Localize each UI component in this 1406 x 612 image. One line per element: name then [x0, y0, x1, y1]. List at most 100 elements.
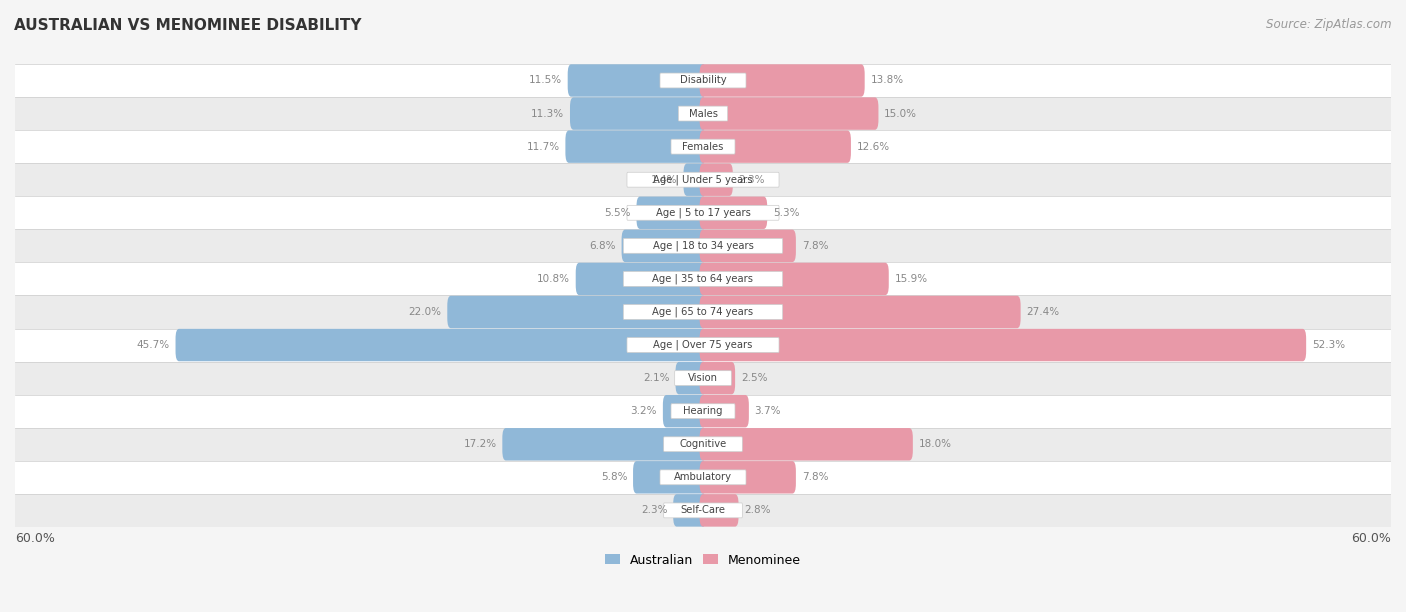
FancyBboxPatch shape: [700, 196, 768, 229]
Text: 45.7%: 45.7%: [136, 340, 170, 350]
FancyBboxPatch shape: [683, 163, 706, 196]
FancyBboxPatch shape: [575, 263, 706, 295]
Text: 2.3%: 2.3%: [738, 174, 765, 185]
FancyBboxPatch shape: [700, 64, 865, 97]
FancyBboxPatch shape: [568, 64, 706, 97]
Bar: [15, 230, 1391, 263]
Text: 5.3%: 5.3%: [773, 207, 800, 218]
Text: Age | 18 to 34 years: Age | 18 to 34 years: [652, 241, 754, 251]
Bar: [15, 329, 1391, 362]
FancyBboxPatch shape: [623, 239, 783, 253]
Text: 6.8%: 6.8%: [589, 241, 616, 251]
FancyBboxPatch shape: [569, 97, 706, 130]
FancyBboxPatch shape: [700, 130, 851, 163]
FancyBboxPatch shape: [700, 97, 879, 130]
FancyBboxPatch shape: [700, 263, 889, 295]
Text: 22.0%: 22.0%: [409, 307, 441, 317]
FancyBboxPatch shape: [621, 230, 706, 262]
Text: 17.2%: 17.2%: [464, 439, 496, 449]
Bar: [15, 130, 1391, 163]
FancyBboxPatch shape: [673, 494, 706, 526]
FancyBboxPatch shape: [502, 428, 706, 460]
FancyBboxPatch shape: [671, 404, 735, 419]
Bar: [15, 296, 1391, 329]
Text: Age | 5 to 17 years: Age | 5 to 17 years: [655, 207, 751, 218]
Bar: [15, 494, 1391, 527]
Text: AUSTRALIAN VS MENOMINEE DISABILITY: AUSTRALIAN VS MENOMINEE DISABILITY: [14, 18, 361, 34]
Text: Age | Over 75 years: Age | Over 75 years: [654, 340, 752, 350]
Text: Hearing: Hearing: [683, 406, 723, 416]
FancyBboxPatch shape: [623, 305, 783, 319]
Text: 7.8%: 7.8%: [801, 472, 828, 482]
Text: 11.3%: 11.3%: [531, 108, 564, 119]
Text: 3.7%: 3.7%: [755, 406, 782, 416]
FancyBboxPatch shape: [662, 395, 706, 427]
Text: 1.4%: 1.4%: [651, 174, 678, 185]
FancyBboxPatch shape: [675, 362, 706, 394]
Text: 27.4%: 27.4%: [1026, 307, 1060, 317]
Text: 7.8%: 7.8%: [801, 241, 828, 251]
Bar: [15, 97, 1391, 130]
FancyBboxPatch shape: [700, 296, 1021, 328]
Text: 5.5%: 5.5%: [605, 207, 631, 218]
FancyBboxPatch shape: [565, 130, 706, 163]
FancyBboxPatch shape: [623, 272, 783, 286]
FancyBboxPatch shape: [700, 163, 733, 196]
Text: Age | Under 5 years: Age | Under 5 years: [654, 174, 752, 185]
Text: Cognitive: Cognitive: [679, 439, 727, 449]
FancyBboxPatch shape: [176, 329, 706, 361]
Text: 60.0%: 60.0%: [1351, 532, 1391, 545]
Text: 11.5%: 11.5%: [529, 75, 562, 86]
Bar: [15, 461, 1391, 494]
Text: Males: Males: [689, 108, 717, 119]
Text: 52.3%: 52.3%: [1312, 340, 1346, 350]
Text: 3.2%: 3.2%: [631, 406, 657, 416]
FancyBboxPatch shape: [627, 206, 779, 220]
Text: 15.9%: 15.9%: [894, 274, 928, 284]
Text: Self-Care: Self-Care: [681, 506, 725, 515]
Text: 5.8%: 5.8%: [600, 472, 627, 482]
FancyBboxPatch shape: [700, 230, 796, 262]
Text: 2.8%: 2.8%: [744, 506, 770, 515]
FancyBboxPatch shape: [637, 196, 706, 229]
Text: 2.3%: 2.3%: [641, 506, 668, 515]
FancyBboxPatch shape: [664, 437, 742, 452]
Bar: [15, 362, 1391, 395]
FancyBboxPatch shape: [664, 503, 742, 518]
FancyBboxPatch shape: [700, 362, 735, 394]
Text: 2.5%: 2.5%: [741, 373, 768, 383]
FancyBboxPatch shape: [447, 296, 706, 328]
FancyBboxPatch shape: [700, 428, 912, 460]
FancyBboxPatch shape: [700, 395, 749, 427]
Text: 11.7%: 11.7%: [526, 141, 560, 152]
FancyBboxPatch shape: [678, 106, 728, 121]
FancyBboxPatch shape: [700, 494, 738, 526]
FancyBboxPatch shape: [659, 470, 747, 485]
Legend: Australian, Menominee: Australian, Menominee: [600, 548, 806, 572]
Text: 60.0%: 60.0%: [15, 532, 55, 545]
FancyBboxPatch shape: [659, 73, 747, 88]
Text: 13.8%: 13.8%: [870, 75, 904, 86]
Text: Females: Females: [682, 141, 724, 152]
FancyBboxPatch shape: [700, 461, 796, 493]
Text: 15.0%: 15.0%: [884, 108, 917, 119]
Text: Source: ZipAtlas.com: Source: ZipAtlas.com: [1267, 18, 1392, 31]
FancyBboxPatch shape: [671, 139, 735, 154]
Bar: [15, 263, 1391, 296]
Text: 2.1%: 2.1%: [644, 373, 669, 383]
Bar: [15, 64, 1391, 97]
FancyBboxPatch shape: [700, 329, 1306, 361]
Bar: [15, 428, 1391, 461]
Bar: [15, 163, 1391, 196]
Text: 12.6%: 12.6%: [856, 141, 890, 152]
Text: Age | 35 to 64 years: Age | 35 to 64 years: [652, 274, 754, 284]
Text: 18.0%: 18.0%: [918, 439, 952, 449]
Bar: [15, 395, 1391, 428]
Text: Vision: Vision: [688, 373, 718, 383]
FancyBboxPatch shape: [633, 461, 706, 493]
Text: 10.8%: 10.8%: [537, 274, 569, 284]
FancyBboxPatch shape: [627, 172, 779, 187]
FancyBboxPatch shape: [627, 338, 779, 353]
Text: Age | 65 to 74 years: Age | 65 to 74 years: [652, 307, 754, 317]
Text: Ambulatory: Ambulatory: [673, 472, 733, 482]
